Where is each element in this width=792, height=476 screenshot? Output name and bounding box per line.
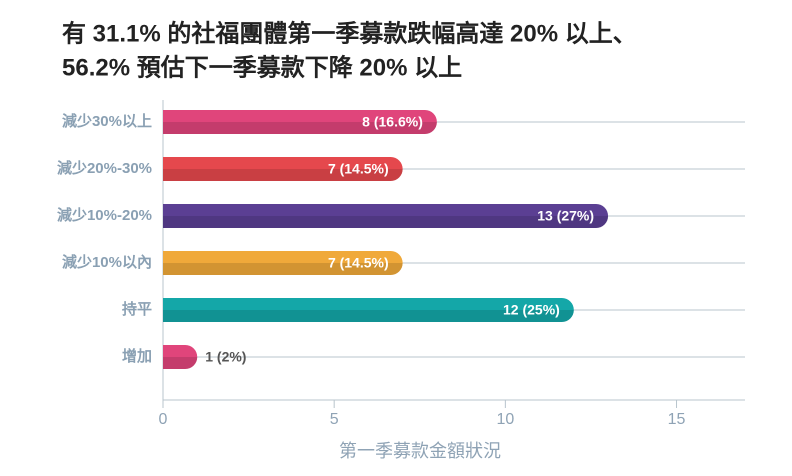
bar-group: [163, 345, 198, 369]
y-tick-label: 減少10%以內: [62, 253, 152, 271]
bar-shade: [163, 310, 574, 322]
value-label: 7 (14.5%): [328, 161, 389, 177]
bar: [163, 251, 403, 275]
value-label: 1 (2%): [205, 349, 246, 365]
bar-group: [163, 110, 437, 134]
y-tick-label: 增加: [122, 347, 152, 365]
bar: [163, 204, 609, 228]
bar-shade: [163, 169, 403, 181]
bar: [163, 345, 198, 369]
y-tick-label: 減少30%以上: [62, 112, 152, 130]
bar-shade: [163, 122, 437, 134]
bar-shade: [163, 357, 198, 369]
bar: [163, 298, 574, 322]
bar-group: [163, 157, 403, 181]
bar-group: [163, 204, 609, 228]
y-tick-label: 持平: [122, 300, 152, 318]
y-tick-label: 減少20%-30%: [57, 159, 152, 177]
value-label: 12 (25%): [503, 302, 560, 318]
bar-shade: [163, 216, 609, 228]
bar-group: [163, 298, 574, 322]
bar-group: [163, 251, 403, 275]
x-tick-label: 15: [668, 411, 686, 428]
y-tick-label: 減少10%-20%: [57, 206, 152, 224]
chart-title: 56.2% 預估下一季募款下降 20% 以上: [62, 53, 462, 81]
x-tick-label: 0: [159, 411, 168, 428]
x-tick-label: 5: [330, 411, 339, 428]
value-label: 8 (16.6%): [362, 114, 423, 130]
x-axis-label: 第一季募款金額狀況: [339, 441, 501, 461]
bar-shade: [163, 263, 403, 275]
bar: [163, 157, 403, 181]
x-tick-label: 10: [496, 411, 514, 428]
bar: [163, 110, 437, 134]
value-label: 7 (14.5%): [328, 255, 389, 271]
value-label: 13 (27%): [537, 208, 594, 224]
chart-title: 有 31.1% 的社福團體第一季募款跌幅高達 20% 以上、: [62, 19, 637, 47]
